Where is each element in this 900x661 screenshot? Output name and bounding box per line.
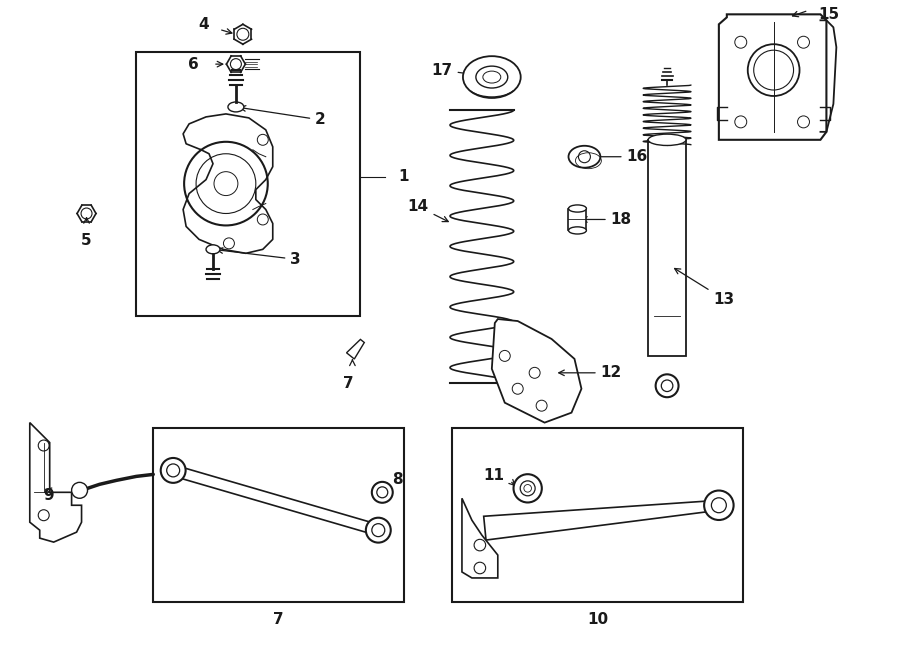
Ellipse shape (569, 205, 587, 212)
Text: 7: 7 (274, 612, 284, 627)
Polygon shape (346, 339, 364, 359)
Text: 9: 9 (43, 488, 54, 503)
Ellipse shape (476, 66, 508, 88)
Text: 11: 11 (484, 468, 505, 483)
Bar (648, 140, 686, 356)
Text: 4: 4 (198, 17, 209, 32)
Text: 2: 2 (240, 106, 326, 128)
Text: 10: 10 (587, 612, 608, 627)
Circle shape (372, 482, 392, 503)
Bar (569, 208, 587, 231)
Polygon shape (462, 498, 498, 578)
Text: 8: 8 (392, 473, 403, 487)
Bar (136, 52, 360, 316)
Text: 7: 7 (343, 376, 354, 391)
Circle shape (662, 380, 673, 391)
Polygon shape (30, 422, 82, 542)
Text: 3: 3 (217, 248, 301, 267)
Circle shape (704, 490, 734, 520)
Text: 6: 6 (188, 57, 199, 71)
Circle shape (72, 483, 87, 498)
Circle shape (166, 464, 180, 477)
Text: 16: 16 (589, 149, 648, 164)
Circle shape (377, 487, 388, 498)
Text: 18: 18 (581, 212, 632, 227)
Text: 14: 14 (408, 199, 448, 221)
Circle shape (711, 498, 726, 513)
Ellipse shape (748, 44, 799, 96)
Polygon shape (172, 465, 380, 535)
Ellipse shape (569, 227, 587, 234)
Circle shape (161, 458, 185, 483)
Text: 17: 17 (431, 63, 488, 79)
Ellipse shape (648, 134, 686, 145)
Text: 15: 15 (818, 7, 839, 22)
Polygon shape (491, 319, 581, 422)
Ellipse shape (569, 146, 600, 168)
Circle shape (514, 474, 542, 502)
Text: 12: 12 (559, 366, 622, 380)
Text: 5: 5 (81, 233, 92, 249)
Bar (452, 428, 742, 602)
Polygon shape (483, 500, 719, 540)
Text: 1: 1 (398, 169, 409, 184)
Ellipse shape (463, 56, 521, 98)
Ellipse shape (228, 102, 244, 112)
Circle shape (655, 374, 679, 397)
Circle shape (366, 518, 391, 543)
Circle shape (372, 524, 385, 537)
Ellipse shape (206, 245, 220, 254)
Text: 13: 13 (675, 268, 734, 307)
Bar (153, 428, 404, 602)
Polygon shape (719, 15, 826, 140)
Circle shape (520, 481, 536, 496)
